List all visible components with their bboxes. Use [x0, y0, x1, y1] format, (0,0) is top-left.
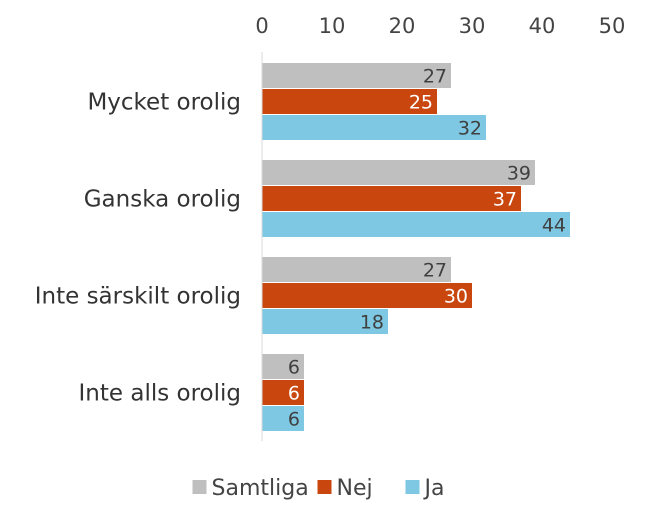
- legend-swatch-ja: [405, 480, 420, 494]
- legend-label: Nej: [337, 476, 373, 501]
- data-label: 18: [360, 312, 384, 334]
- bar-samtliga: [262, 257, 451, 282]
- bar-samtliga: [262, 160, 535, 185]
- bar-nej: [262, 89, 437, 114]
- x-tick-label: 40: [529, 14, 556, 38]
- data-label: 6: [288, 383, 300, 405]
- data-label: 27: [423, 260, 447, 282]
- data-label: 6: [288, 409, 300, 431]
- data-label: 25: [409, 92, 433, 114]
- bar-samtliga: [262, 63, 451, 88]
- bar-nej: [262, 283, 472, 308]
- data-label: 44: [542, 215, 566, 237]
- legend-swatch-samtliga: [192, 480, 207, 494]
- bars: 27 25 32 39 37 44 27 30 18 6 6 6: [262, 63, 570, 431]
- data-label: 32: [458, 118, 482, 140]
- bar-samtliga: [262, 354, 304, 379]
- legend: Samtliga Nej Ja: [192, 476, 445, 501]
- x-tick-label: 50: [599, 14, 626, 38]
- category-label: Inte särskilt orolig: [35, 284, 241, 310]
- data-label: 6: [288, 357, 300, 379]
- x-tick-label: 0: [255, 14, 268, 38]
- data-label: 39: [507, 163, 531, 185]
- x-tick-label: 20: [389, 14, 416, 38]
- x-tick-label: 30: [459, 14, 486, 38]
- bar-nej: [262, 186, 521, 211]
- bar-ja: [262, 406, 304, 431]
- bar-nej: [262, 380, 304, 405]
- bar-ja: [262, 115, 486, 140]
- x-tick-label: 10: [319, 14, 346, 38]
- data-label: 37: [493, 189, 517, 211]
- data-label: 27: [423, 66, 447, 88]
- category-label: Ganska orolig: [84, 187, 241, 213]
- category-labels: Mycket orolig Ganska orolig Inte särskilt …: [35, 90, 241, 407]
- category-label: Inte alls orolig: [79, 381, 241, 407]
- bar-ja: [262, 212, 570, 237]
- legend-label: Samtliga: [212, 476, 309, 501]
- x-axis-ticks: 0 10 20 30 40 50: [255, 14, 625, 38]
- legend-swatch-nej: [317, 480, 332, 494]
- category-label: Mycket orolig: [87, 90, 241, 116]
- bar-ja: [262, 309, 388, 334]
- data-label: 30: [444, 286, 468, 308]
- legend-label: Ja: [423, 476, 445, 501]
